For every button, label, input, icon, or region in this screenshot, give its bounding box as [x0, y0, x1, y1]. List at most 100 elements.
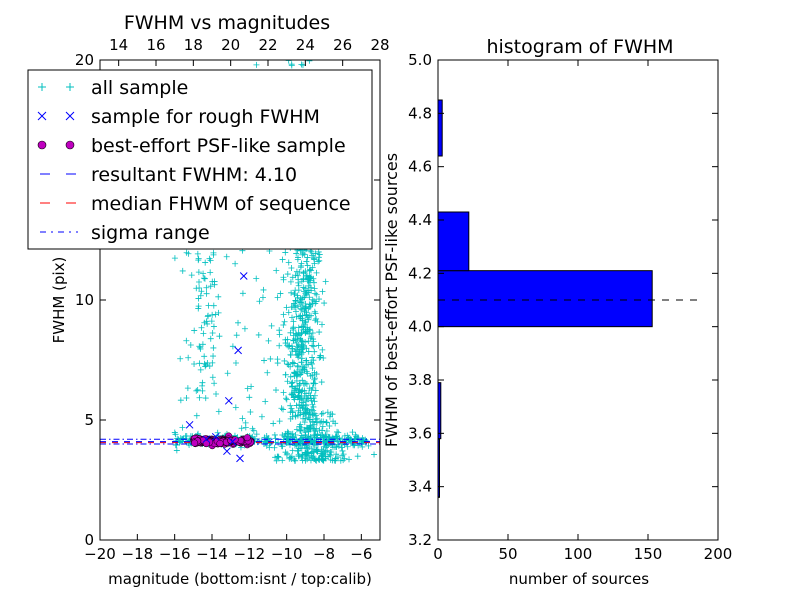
all-sample-marker	[303, 402, 310, 409]
all-sample-marker	[298, 343, 305, 350]
legend-marker	[37, 140, 47, 150]
left-axis-ticks: −20 −18 −16 −14 −12 −10 −8 −6 0 5 10 14 16 18 20 22 24 26…	[75, 36, 390, 563]
all-sample-marker	[286, 441, 293, 448]
all-sample-marker	[184, 385, 191, 392]
all-sample-marker	[287, 454, 294, 461]
all-sample-marker	[292, 330, 299, 337]
left-x-axis-label: magnitude (bottom:isnt / top:calib)	[108, 570, 372, 588]
all-sample-marker	[311, 279, 318, 286]
x-tick-label: −14	[196, 545, 228, 563]
all-sample-marker	[196, 284, 203, 291]
top-x-tick-label: 20	[221, 36, 240, 54]
all-sample-marker	[300, 415, 307, 422]
all-sample-marker	[321, 300, 328, 307]
all-sample-marker	[207, 335, 214, 342]
all-sample-marker	[309, 365, 316, 372]
all-sample-marker	[279, 443, 286, 450]
all-sample-marker	[308, 333, 315, 340]
legend-label: median FHWM of sequence	[91, 193, 351, 215]
all-sample-marker	[204, 320, 211, 327]
all-sample-marker	[299, 346, 306, 353]
all-sample-marker	[308, 248, 315, 255]
all-sample-marker	[320, 355, 327, 362]
all-sample-marker	[301, 426, 308, 433]
all-sample-marker	[329, 444, 336, 451]
all-sample-marker	[288, 431, 295, 438]
all-sample-marker	[244, 385, 251, 392]
all-sample-marker	[301, 308, 308, 315]
all-sample-marker	[173, 447, 180, 454]
y-tick-label: 3.2	[408, 531, 432, 549]
all-sample-marker	[306, 301, 313, 308]
legend-marker	[66, 83, 74, 91]
all-sample-marker	[207, 283, 214, 290]
x-tick-label: −16	[159, 545, 191, 563]
all-sample-marker	[287, 409, 294, 416]
psf-like-marker	[216, 439, 224, 447]
all-sample-marker	[323, 419, 330, 426]
all-sample-marker	[179, 424, 186, 431]
all-sample-marker	[322, 278, 329, 285]
all-sample-marker	[301, 387, 308, 394]
top-x-tick-label: 24	[296, 36, 315, 54]
all-sample-marker	[310, 275, 317, 282]
all-sample-marker	[302, 401, 309, 408]
all-sample-marker	[198, 288, 205, 295]
all-sample-marker	[287, 278, 294, 285]
all-sample-marker	[295, 324, 302, 331]
all-sample-marker	[302, 300, 309, 307]
x-tick-label: −10	[271, 545, 303, 563]
all-sample-marker	[199, 382, 206, 389]
all-sample-marker	[195, 269, 202, 276]
x-tick-label: −12	[234, 545, 266, 563]
all-sample-marker	[282, 395, 289, 402]
all-sample-marker	[291, 442, 298, 449]
all-sample-marker	[288, 289, 295, 296]
all-sample-marker	[332, 433, 339, 440]
all-sample-marker	[193, 387, 200, 394]
all-sample-marker	[276, 418, 283, 425]
all-sample-marker	[307, 335, 314, 342]
all-sample-marker	[298, 359, 305, 366]
all-sample-marker	[315, 248, 322, 255]
all-sample-marker	[209, 311, 216, 318]
legend-markers	[37, 83, 78, 233]
all-sample-marker	[335, 429, 342, 436]
all-sample-marker	[208, 318, 215, 325]
all-sample-marker	[318, 321, 325, 328]
all-sample-marker	[296, 437, 303, 444]
all-sample-marker	[300, 397, 307, 404]
all-sample-marker	[293, 426, 300, 433]
all-sample-marker	[334, 428, 341, 435]
all-sample-marker	[307, 457, 314, 464]
all-sample-marker	[313, 447, 320, 454]
all-sample-marker	[239, 290, 246, 297]
all-sample-marker	[305, 338, 312, 345]
all-sample-marker	[196, 343, 203, 350]
all-sample-marker	[313, 291, 320, 298]
all-sample-marker	[282, 371, 289, 378]
all-sample-marker	[351, 435, 358, 442]
all-sample-marker	[312, 317, 319, 324]
all-sample-marker	[171, 255, 178, 262]
all-sample-marker	[303, 444, 310, 451]
left-title: FWHM vs magnitudes	[124, 12, 330, 34]
all-sample-marker	[288, 61, 295, 68]
histogram-bar	[437, 211, 470, 272]
right-x-axis-label: number of sources	[509, 570, 649, 588]
all-sample-marker	[308, 445, 315, 452]
all-sample-marker	[241, 325, 248, 332]
all-sample-marker	[290, 337, 297, 344]
all-sample-marker	[305, 276, 312, 283]
psf-like-marker	[231, 436, 239, 444]
x-tick-label: −20	[84, 545, 116, 563]
all-sample-marker	[265, 337, 272, 344]
all-sample-marker	[183, 337, 190, 344]
all-sample-marker	[317, 352, 324, 359]
all-sample-marker	[279, 256, 286, 263]
all-sample-marker	[209, 330, 216, 337]
all-sample-marker	[274, 360, 281, 367]
all-sample-marker	[293, 402, 300, 409]
all-sample-marker	[287, 329, 294, 336]
all-sample-marker	[312, 250, 319, 257]
